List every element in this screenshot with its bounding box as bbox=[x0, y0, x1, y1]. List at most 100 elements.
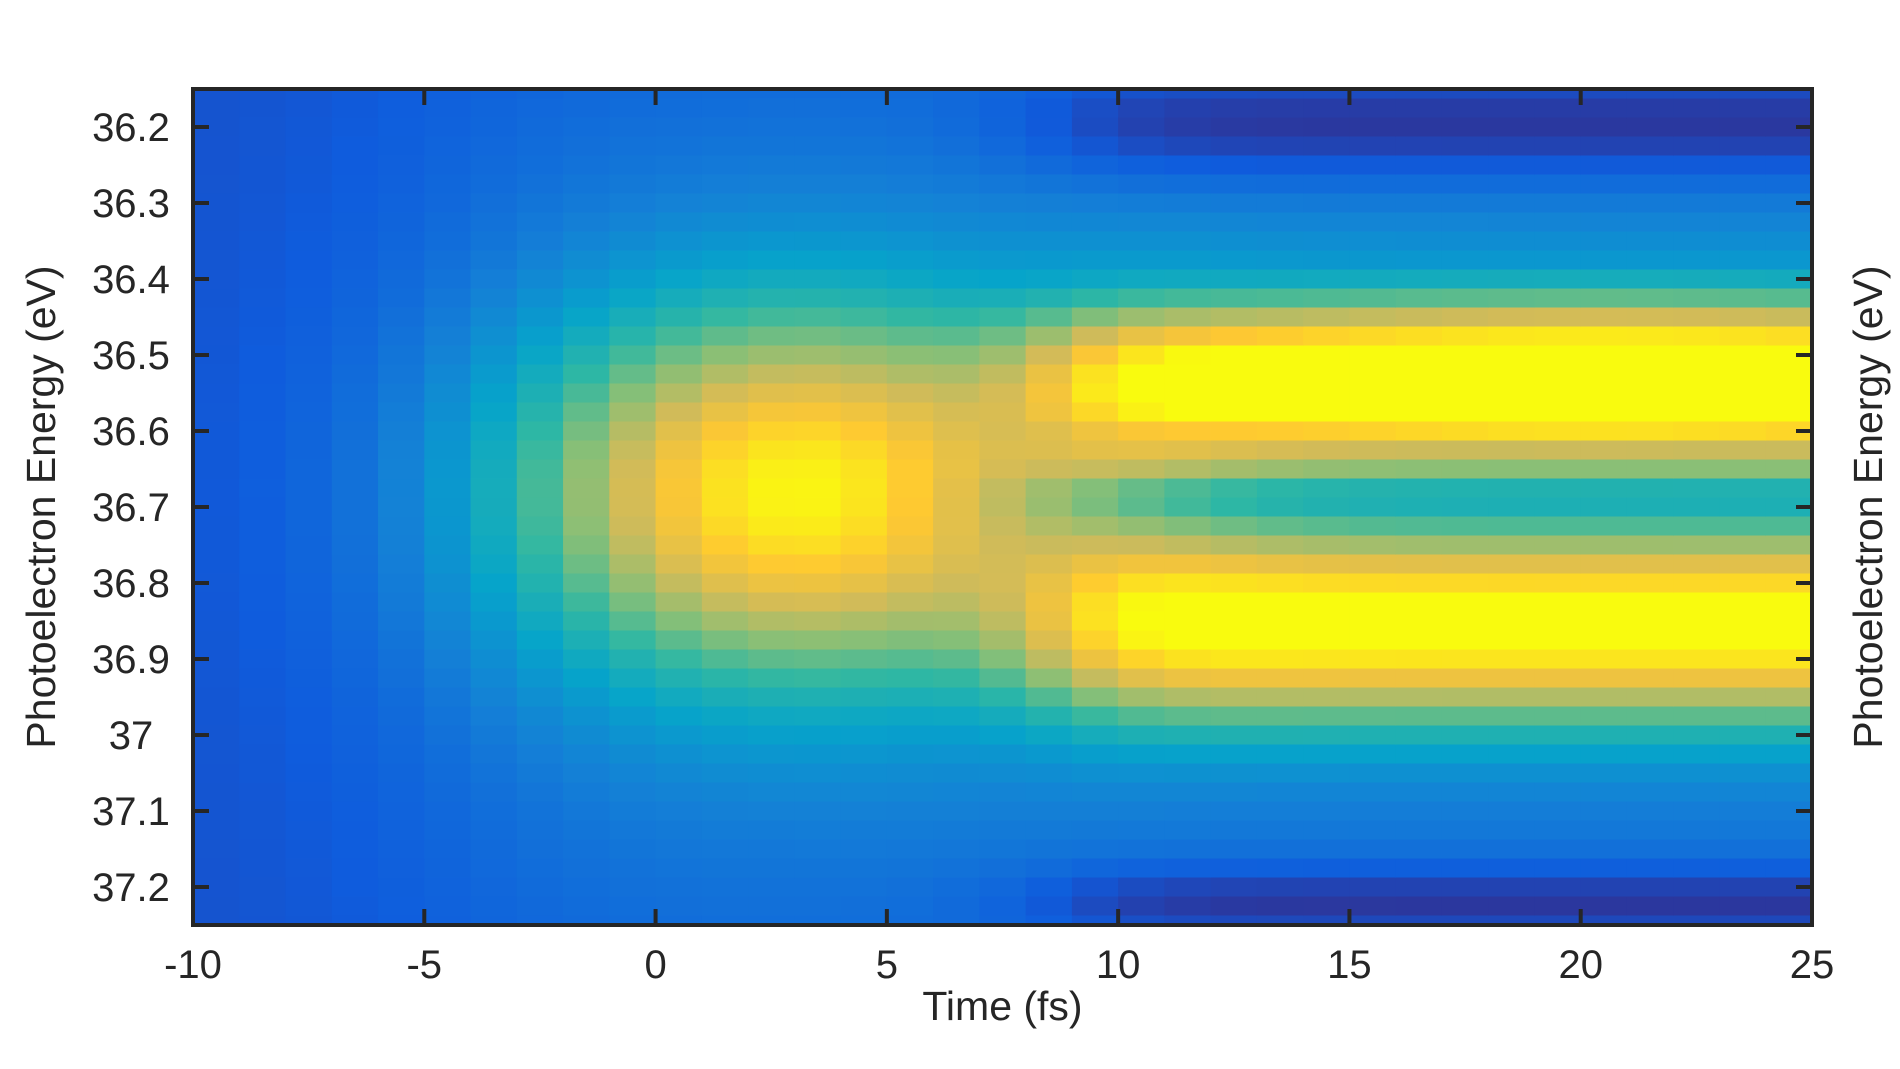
heatmap-cell bbox=[609, 687, 657, 708]
heatmap-cell bbox=[933, 744, 980, 765]
heatmap-cell bbox=[979, 155, 1027, 176]
heatmap-cell bbox=[1395, 839, 1443, 860]
heatmap-cell bbox=[886, 839, 934, 860]
heatmap-cell bbox=[1395, 535, 1443, 556]
heatmap-cell bbox=[239, 668, 287, 689]
heatmap-cell bbox=[563, 516, 610, 537]
heatmap-cell bbox=[1349, 706, 1397, 727]
heatmap-cell bbox=[1626, 706, 1674, 727]
heatmap-cell bbox=[748, 269, 795, 290]
heatmap-cell bbox=[655, 326, 703, 347]
heatmap-cell bbox=[1534, 611, 1582, 632]
heatmap-cell bbox=[794, 687, 842, 708]
heatmap-cell bbox=[1441, 269, 1489, 290]
heatmap-cell bbox=[979, 782, 1027, 803]
heatmap-cell bbox=[933, 858, 980, 879]
heatmap-cell bbox=[933, 896, 980, 917]
heatmap-cell bbox=[1534, 497, 1582, 518]
heatmap-cell bbox=[1164, 611, 1212, 632]
heatmap-cell bbox=[563, 288, 610, 309]
heatmap-cell bbox=[979, 554, 1027, 575]
heatmap-cell bbox=[701, 744, 749, 765]
heatmap-cell bbox=[1395, 668, 1443, 689]
heatmap-cell bbox=[701, 136, 749, 157]
heatmap-cell bbox=[886, 402, 934, 423]
heatmap-cell bbox=[1765, 155, 1813, 176]
heatmap-cell bbox=[794, 877, 842, 898]
heatmap-cell bbox=[331, 364, 379, 385]
heatmap-cell bbox=[794, 250, 842, 271]
heatmap-cell bbox=[1349, 839, 1397, 860]
heatmap-cell bbox=[701, 117, 749, 138]
heatmap-cell bbox=[1488, 535, 1536, 556]
heatmap-cell bbox=[1349, 421, 1397, 442]
heatmap-cell bbox=[933, 155, 980, 176]
heatmap-cell bbox=[1626, 592, 1674, 613]
heatmap-cell bbox=[1673, 288, 1721, 309]
heatmap-cell bbox=[1210, 383, 1258, 404]
heatmap-cell bbox=[563, 782, 610, 803]
heatmap-cell bbox=[1441, 535, 1489, 556]
heatmap-cell bbox=[331, 858, 379, 879]
heatmap-cell bbox=[933, 288, 980, 309]
heatmap-cell bbox=[1210, 592, 1258, 613]
heatmap-cell bbox=[794, 668, 842, 689]
heatmap-cell bbox=[1164, 839, 1212, 860]
heatmap-cell bbox=[1071, 402, 1119, 423]
heatmap-cell bbox=[748, 649, 795, 670]
heatmap-cell bbox=[516, 383, 564, 404]
heatmap-cell bbox=[609, 858, 657, 879]
heatmap-cell bbox=[1303, 801, 1351, 822]
heatmap-cell bbox=[1395, 592, 1443, 613]
heatmap-cell bbox=[1719, 763, 1767, 784]
heatmap-cell bbox=[655, 649, 703, 670]
heatmap-cell bbox=[1071, 89, 1119, 100]
heatmap-cell bbox=[1719, 535, 1767, 556]
heatmap-cell bbox=[239, 117, 287, 138]
heatmap-cell bbox=[378, 193, 425, 214]
heatmap-cell bbox=[516, 89, 564, 100]
heatmap-cell bbox=[1626, 117, 1674, 138]
heatmap-cell bbox=[748, 250, 795, 271]
heatmap-cell bbox=[424, 592, 472, 613]
heatmap-cell bbox=[701, 630, 749, 651]
heatmap-cell bbox=[239, 839, 287, 860]
heatmap-cell bbox=[1210, 744, 1258, 765]
heatmap-cell bbox=[563, 250, 610, 271]
heatmap-cell bbox=[331, 440, 379, 461]
heatmap-cell bbox=[1765, 763, 1813, 784]
heatmap-cell bbox=[1626, 364, 1674, 385]
heatmap-cell bbox=[331, 801, 379, 822]
heatmap-cell bbox=[979, 896, 1027, 917]
heatmap-cell bbox=[748, 516, 795, 537]
heatmap-cell bbox=[331, 231, 379, 252]
heatmap-cell bbox=[840, 611, 888, 632]
heatmap-cell bbox=[1303, 478, 1351, 499]
heatmap-cell bbox=[239, 193, 287, 214]
y-tick-label: 37 bbox=[109, 714, 154, 758]
heatmap-cell bbox=[609, 782, 657, 803]
heatmap-cell bbox=[1256, 402, 1304, 423]
heatmap-cell bbox=[378, 896, 425, 917]
y-tick-label: 37.1 bbox=[92, 790, 170, 834]
heatmap-cell bbox=[748, 896, 795, 917]
heatmap-cell bbox=[1673, 573, 1721, 594]
heatmap-cell bbox=[1395, 269, 1443, 290]
heatmap-cell bbox=[1210, 402, 1258, 423]
heatmap-cell bbox=[1349, 858, 1397, 879]
heatmap-cell bbox=[1164, 478, 1212, 499]
heatmap-cell bbox=[285, 193, 333, 214]
heatmap-cell bbox=[933, 402, 980, 423]
heatmap-cell bbox=[1719, 193, 1767, 214]
heatmap-cell bbox=[470, 136, 518, 157]
heatmap-cell bbox=[840, 212, 888, 233]
heatmap-cell bbox=[1118, 725, 1165, 746]
heatmap-cell bbox=[1164, 288, 1212, 309]
heatmap-cell bbox=[840, 497, 888, 518]
heatmap-cell bbox=[933, 706, 980, 727]
heatmap-cell bbox=[1673, 858, 1721, 879]
heatmap-cell bbox=[331, 421, 379, 442]
heatmap-cell bbox=[378, 744, 425, 765]
heatmap-cell bbox=[1349, 535, 1397, 556]
heatmap-cell bbox=[1256, 345, 1304, 366]
